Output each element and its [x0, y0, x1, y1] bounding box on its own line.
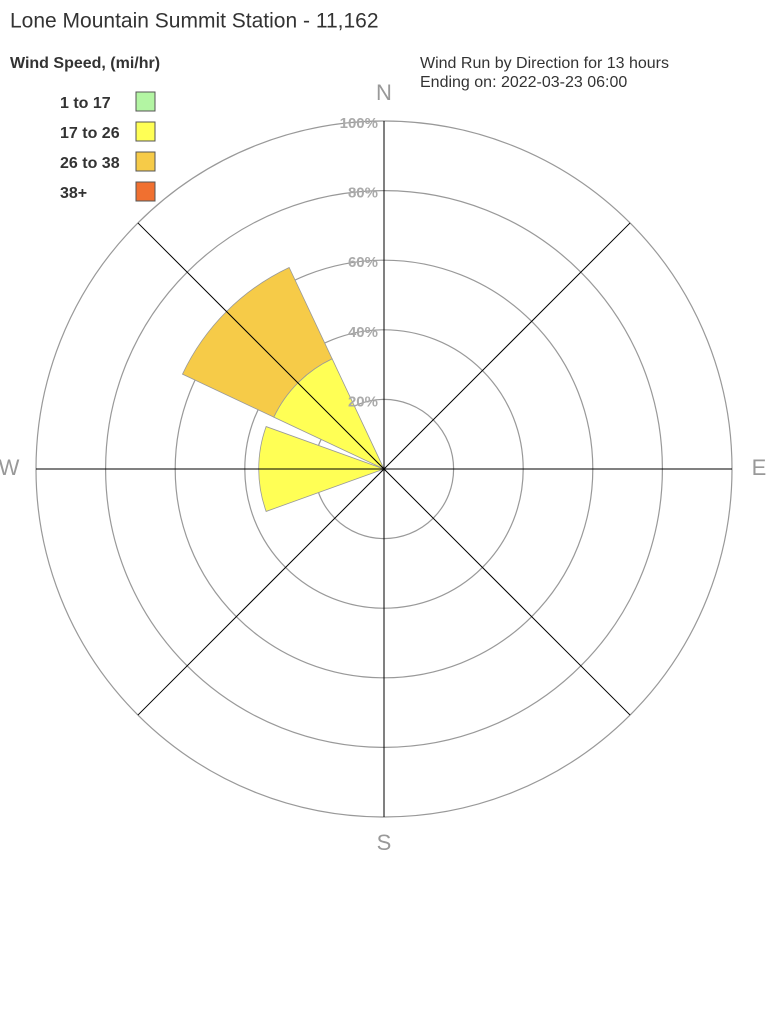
r-tick-label: 80% [348, 185, 378, 202]
legend-label: 38+ [60, 185, 87, 202]
direction-label: W [0, 455, 20, 480]
direction-label: E [752, 455, 767, 480]
subtitle: Wind Run by Direction for 13 hours [420, 55, 669, 72]
chart-title: Lone Mountain Summit Station - 11,162 [10, 10, 379, 33]
r-tick-label: 20% [348, 393, 378, 410]
legend-label: 17 to 26 [60, 125, 120, 142]
direction-label: S [377, 830, 392, 855]
r-tick-label: 100% [340, 115, 378, 132]
legend-label: 26 to 38 [60, 155, 120, 172]
spoke [137, 468, 385, 716]
r-tick-label: 40% [348, 324, 378, 341]
spoke [383, 468, 631, 716]
legend-swatch [135, 181, 156, 202]
legend-label: 1 to 17 [60, 95, 111, 112]
spoke [383, 222, 631, 470]
legend-swatch [135, 121, 156, 142]
r-tick-label: 60% [348, 254, 378, 271]
spoke [137, 222, 385, 470]
subtitle: Ending on: 2022-03-23 06:00 [420, 74, 627, 91]
direction-label: N [376, 80, 392, 105]
legend-swatch [135, 91, 156, 112]
legend-title: Wind Speed, (mi/hr) [10, 55, 160, 72]
legend-swatch [135, 151, 156, 172]
